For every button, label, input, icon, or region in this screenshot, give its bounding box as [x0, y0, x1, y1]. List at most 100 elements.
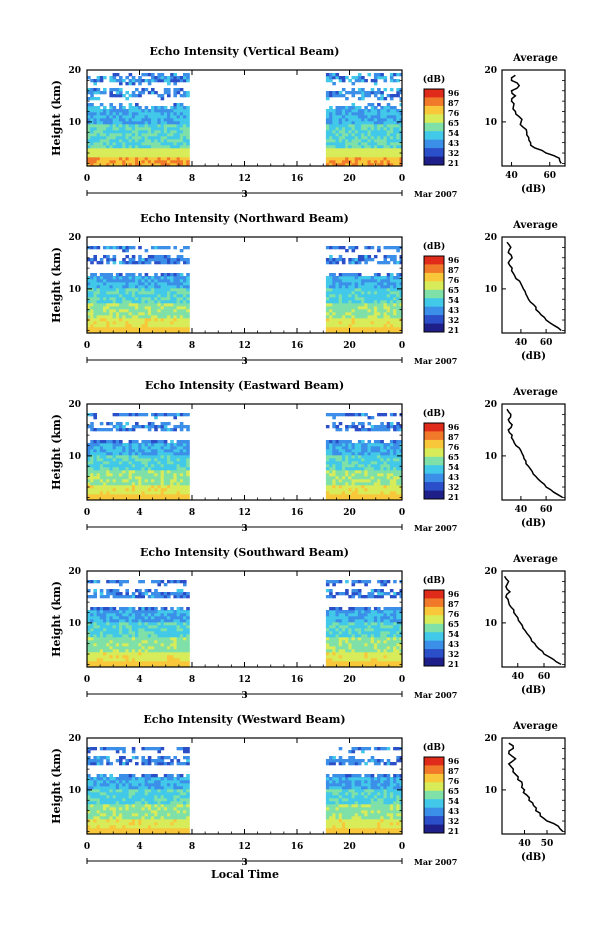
heatmap-cell [163, 291, 168, 295]
heatmap-cell [367, 133, 372, 137]
heatmap-cell [186, 640, 190, 644]
heatmap-cell [173, 136, 177, 140]
heatmap-cell [380, 112, 384, 116]
heatmap-cell [170, 142, 174, 146]
heatmap-cell [179, 443, 184, 447]
heatmap-cell [386, 294, 391, 298]
colorbar-segment [424, 298, 444, 308]
heatmap-cell [147, 619, 152, 623]
heatmap-cell [122, 634, 126, 638]
heatmap-cell [103, 488, 107, 492]
heatmap-cell [396, 497, 400, 501]
heatmap-cell [396, 112, 400, 116]
heatmap-cell [399, 139, 403, 143]
heatmap-cell [179, 637, 184, 641]
heatmap-cell [138, 607, 142, 611]
heatmap-cell [389, 288, 394, 292]
heatmap-cell [163, 279, 168, 283]
heatmap-cell [351, 476, 356, 480]
heatmap-cell [386, 273, 391, 277]
heatmap-cell [125, 595, 129, 599]
heatmap-cell [332, 276, 336, 280]
heatmap-cell [373, 303, 378, 307]
heatmap-cell [329, 273, 333, 277]
heatmap-cell [367, 160, 372, 164]
heatmap-cell [138, 467, 142, 471]
heatmap-cell [345, 664, 349, 668]
heatmap-cell [332, 82, 336, 86]
heatmap-cell [167, 306, 171, 310]
heatmap-cells [87, 73, 403, 167]
colorbar-segment [424, 131, 444, 141]
heatmap-cell [167, 288, 171, 292]
heatmap-cell [183, 491, 187, 495]
heatmap-cell [179, 661, 184, 665]
colorbar-tick-label: 76 [448, 275, 460, 285]
heatmap-cell [186, 261, 190, 265]
heatmap-cell [135, 497, 139, 501]
heatmap-cell [345, 443, 349, 447]
heatmap-cell [325, 163, 330, 167]
heatmap-cell [109, 476, 113, 480]
heatmap-cell [138, 318, 142, 322]
heatmap-cell [125, 261, 129, 265]
colorbar-unit: (dB) [423, 74, 445, 85]
heatmap-cell [151, 318, 155, 322]
heatmap-cell [345, 324, 349, 328]
heatmap-cell [96, 631, 101, 635]
heatmap-cell [348, 282, 352, 286]
heatmap-cell [364, 467, 368, 471]
heatmap-cell [119, 157, 123, 161]
heatmap-cell [125, 631, 129, 635]
heatmap-cell [99, 273, 104, 277]
heatmap-cell [329, 300, 333, 304]
heatmap-cell [163, 309, 168, 313]
heatmap-cell [341, 285, 346, 289]
heatmap-cell [393, 324, 397, 328]
heatmap-cell [163, 428, 168, 432]
heatmap-cell [380, 285, 384, 289]
heatmap-cell [338, 163, 343, 167]
heatmap-cell [377, 413, 381, 417]
heatmap-cell [329, 321, 333, 325]
heatmap-cell [115, 163, 120, 167]
heatmap-cell [364, 94, 368, 98]
heatmap-cell [393, 485, 397, 489]
heatmap-cell [122, 479, 126, 483]
heatmap-cell [348, 279, 352, 283]
heatmap-cell [122, 306, 126, 310]
heatmap-cell [144, 479, 149, 483]
heatmap-cell [351, 82, 356, 86]
heatmap-cell [93, 258, 97, 262]
heatmap-cell [393, 300, 397, 304]
colorbar-tick-label: 65 [448, 285, 459, 295]
heatmap-cell [135, 491, 139, 495]
heatmap-cell [119, 476, 123, 480]
heatmap-cell [141, 318, 145, 322]
heatmap-cell [386, 106, 391, 110]
heatmap-cell [170, 133, 174, 137]
heatmap-cell [106, 246, 110, 250]
heatmap-cell [399, 476, 403, 480]
heatmap-cell [147, 473, 152, 477]
heatmap-cell [151, 115, 155, 119]
heatmap-cell [144, 154, 149, 158]
heatmap-cell [157, 449, 161, 453]
heatmap-cell [151, 148, 155, 152]
heatmap-cell [106, 276, 110, 280]
heatmap-cell [370, 300, 375, 304]
heatmap-cell [96, 628, 101, 632]
heatmap-cell [106, 285, 110, 289]
heatmap-cell [377, 315, 381, 319]
heatmap-cell [173, 318, 177, 322]
heatmap-cell [151, 655, 155, 659]
heatmap-cell [122, 79, 126, 83]
heatmap-cell [122, 494, 126, 498]
heatmap-cell [157, 479, 161, 483]
heatmap-cell [112, 610, 117, 614]
heatmap-cell [128, 643, 133, 647]
heatmap-cell [170, 106, 174, 110]
heatmap-cell [157, 583, 161, 587]
heatmap-cell [144, 291, 149, 295]
heatmap-cell [109, 103, 113, 107]
